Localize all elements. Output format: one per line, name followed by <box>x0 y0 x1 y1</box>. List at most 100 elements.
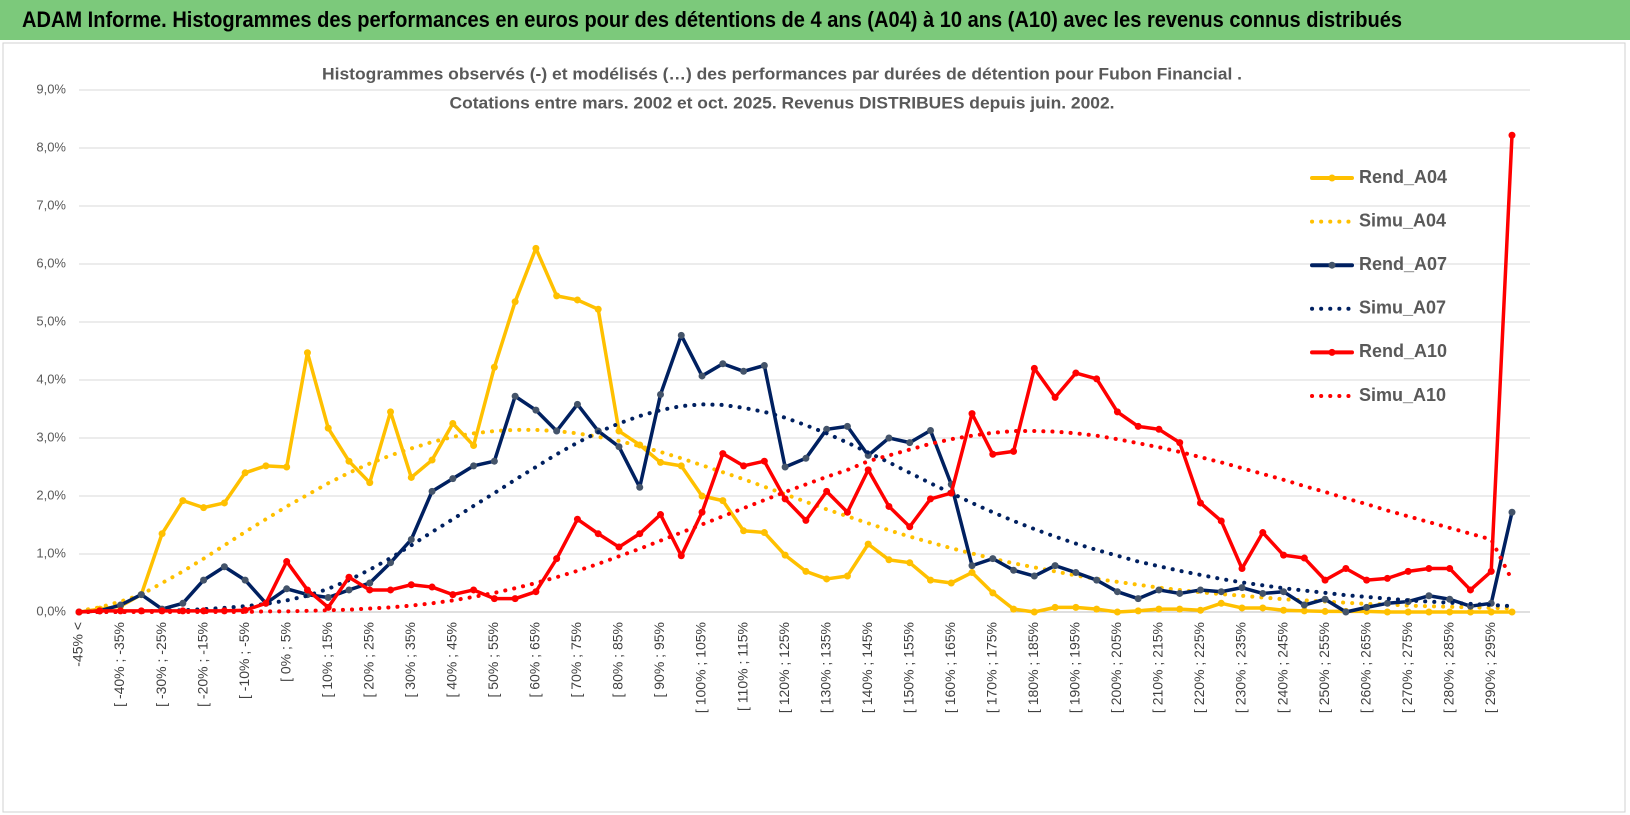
legend-label: Simu_A07 <box>1359 298 1446 318</box>
header-bar <box>0 0 1630 40</box>
marker <box>1280 606 1288 614</box>
marker <box>968 562 976 570</box>
marker <box>532 406 540 414</box>
x-tick-label: -45% < <box>70 622 86 667</box>
marker <box>490 457 498 465</box>
observed-line <box>77 133 1514 614</box>
marker <box>1259 529 1267 537</box>
marker <box>1113 408 1121 416</box>
marker <box>1425 565 1433 572</box>
y-tick-label: 9,0% <box>36 81 66 96</box>
y-tick-label: 6,0% <box>36 255 66 270</box>
x-tick-label: [ -20% ; -15% <box>194 622 210 707</box>
marker <box>657 458 665 466</box>
marker <box>1030 572 1038 580</box>
y-tick-label: 1,0% <box>36 545 66 560</box>
marker <box>1363 576 1371 584</box>
marker <box>885 434 893 442</box>
marker <box>366 586 374 594</box>
marker <box>989 589 997 597</box>
legend-marker <box>1328 174 1336 182</box>
marker <box>1134 595 1142 603</box>
marker <box>117 607 125 615</box>
marker <box>1508 131 1516 139</box>
marker <box>1010 605 1018 613</box>
legend-marker <box>1328 348 1336 356</box>
marker <box>1051 603 1059 611</box>
y-tick-label: 2,0% <box>36 487 66 502</box>
marker <box>677 552 685 560</box>
marker <box>802 454 810 462</box>
marker <box>1321 595 1329 603</box>
marker <box>303 586 311 594</box>
x-tick-label: [ 180% ; 185% <box>1025 622 1041 713</box>
chart-title: Histogrammes observés (-) et modélisés (… <box>322 64 1242 83</box>
marker <box>407 536 415 543</box>
marker <box>241 469 249 477</box>
x-tick-label: [ -30% ; -25% <box>153 622 169 707</box>
marker <box>843 508 851 516</box>
marker <box>1051 562 1059 570</box>
marker <box>1259 589 1267 597</box>
marker <box>615 443 623 451</box>
marker <box>573 515 581 523</box>
y-tick-label: 0,0% <box>36 603 66 618</box>
marker <box>1342 565 1350 572</box>
marker <box>220 499 228 507</box>
marker <box>657 391 665 398</box>
marker <box>989 450 997 458</box>
observed-line <box>77 246 1514 614</box>
y-tick-label: 7,0% <box>36 197 66 212</box>
marker <box>1508 508 1516 516</box>
marker <box>220 563 228 571</box>
x-tick-label: [ 270% ; 275% <box>1399 622 1415 713</box>
marker <box>926 495 934 503</box>
marker <box>470 586 478 594</box>
marker <box>200 576 208 584</box>
model-line <box>77 429 1514 614</box>
marker <box>366 579 374 587</box>
marker <box>137 591 145 599</box>
marker <box>1072 369 1080 377</box>
marker <box>1093 375 1101 383</box>
x-tick-label: [ 160% ; 165% <box>942 622 958 713</box>
x-tick-label: [ 190% ; 195% <box>1067 622 1083 713</box>
marker <box>885 502 893 510</box>
marker <box>428 456 436 464</box>
marker <box>1300 554 1308 562</box>
marker <box>345 586 353 594</box>
marker <box>1196 606 1204 614</box>
y-tick-label: 5,0% <box>36 313 66 328</box>
x-tick-label: [ 20% ; 25% <box>360 622 376 698</box>
marker <box>1321 607 1329 615</box>
marker <box>823 487 831 495</box>
marker <box>366 479 374 487</box>
marker <box>615 427 623 435</box>
x-tick-label: [ 170% ; 175% <box>984 622 1000 713</box>
marker <box>1217 588 1225 596</box>
marker <box>926 576 934 584</box>
x-tick-label: [ 90% ; 95% <box>651 622 667 698</box>
marker <box>241 576 249 584</box>
legend-label: Rend_A04 <box>1359 167 1447 187</box>
marker <box>283 558 291 566</box>
marker <box>657 511 665 519</box>
marker <box>179 497 187 505</box>
marker <box>823 575 831 583</box>
marker <box>843 422 851 430</box>
marker <box>740 462 748 470</box>
marker <box>1238 584 1246 592</box>
marker <box>636 483 644 491</box>
observed-line <box>77 333 1514 614</box>
marker <box>1072 569 1080 577</box>
x-tick-label: [ 100% ; 105% <box>693 622 709 713</box>
marker <box>1466 608 1474 616</box>
marker <box>573 400 581 408</box>
x-tick-label: [ 40% ; 45% <box>444 622 460 698</box>
marker <box>262 462 270 470</box>
marker <box>1404 608 1412 616</box>
marker <box>1342 608 1350 616</box>
marker <box>511 392 519 400</box>
x-tick-label: [ -40% ; -35% <box>111 622 127 707</box>
